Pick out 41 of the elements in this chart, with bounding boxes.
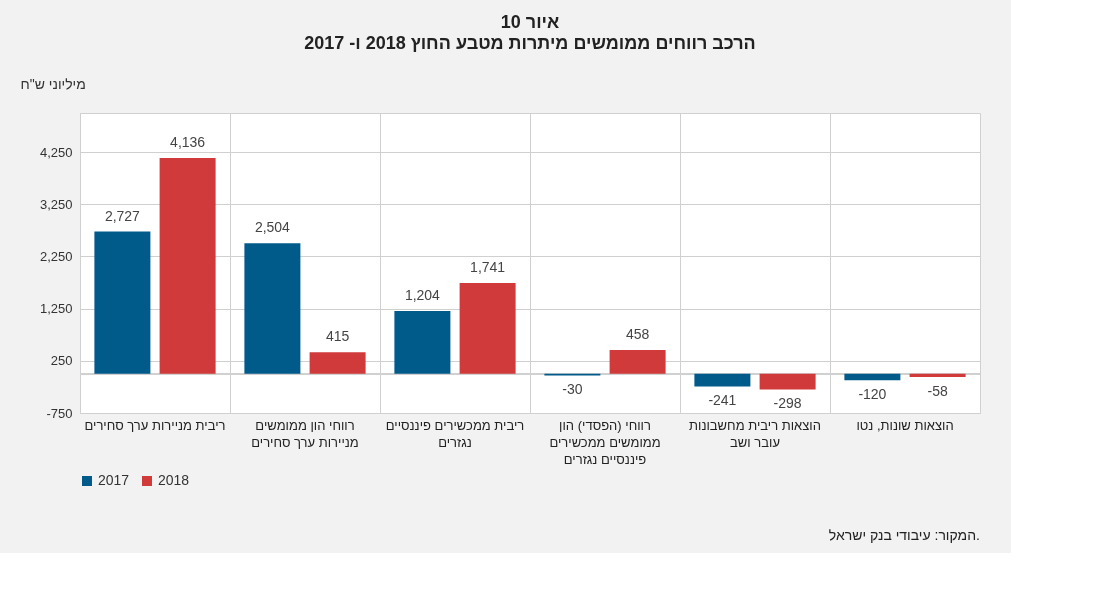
data-label: -30 (562, 381, 583, 398)
x-tick-label: ריבית מניירות ערך סחירים (84, 417, 226, 433)
data-label: 415 (325, 328, 350, 345)
legend-label: 2017 (98, 472, 130, 488)
bar (459, 283, 516, 374)
bar (609, 349, 666, 374)
bar (394, 311, 451, 374)
chart-subtitle: הרכב רווחים ממומשים מיתרות מטבע החוץ 2018 ו- 2017 (304, 33, 756, 53)
y-tick-label: 250 (50, 353, 73, 369)
x-tick-label: ריבית ממכשירים פיננסיים נגזרים (385, 417, 525, 450)
x-tick-label: הוצאות שונות, נטו (856, 417, 954, 433)
data-label: 458 (625, 325, 650, 342)
data-label: 1,741 (470, 259, 506, 276)
y-tick-label: 4,250 (39, 144, 73, 160)
x-tick-label: רווחי הון ממומשים מניירות ערך סחירים (251, 417, 359, 450)
bar (844, 373, 901, 381)
y-tick-label: -750 (46, 405, 73, 421)
bar (694, 373, 751, 387)
data-label: -241 (708, 392, 737, 409)
y-tick-label: 3,250 (39, 196, 73, 212)
y-tick-label: 1,250 (39, 301, 73, 317)
bar (309, 352, 366, 374)
data-label: -120 (858, 386, 887, 403)
bar (244, 243, 301, 374)
y-axis-title: מיליוני ש"ח (20, 75, 86, 92)
bar (759, 373, 816, 390)
legend-label: 2018 (158, 472, 190, 488)
bar (909, 373, 966, 377)
data-label: 2,504 (254, 219, 291, 236)
data-label: -58 (927, 382, 948, 399)
bar (94, 231, 151, 374)
bar (159, 158, 216, 374)
data-label: 1,204 (404, 287, 441, 304)
y-tick-label: 2,250 (39, 248, 73, 264)
data-label: -298 (773, 395, 802, 412)
chart-title: איור 10 (500, 12, 560, 32)
x-tick-label: רווחי (הפסדי) הון ממומשים ממכשירים פיננסיים נגזרים (549, 417, 661, 467)
data-label: 4,136 (170, 134, 206, 151)
x-tick-label: הוצאות ריבית מחשבונות עובר ושב (689, 417, 821, 450)
data-label: 2,727 (104, 207, 141, 224)
text: המקור: עיבודי בנק ישראל. (828, 527, 980, 543)
